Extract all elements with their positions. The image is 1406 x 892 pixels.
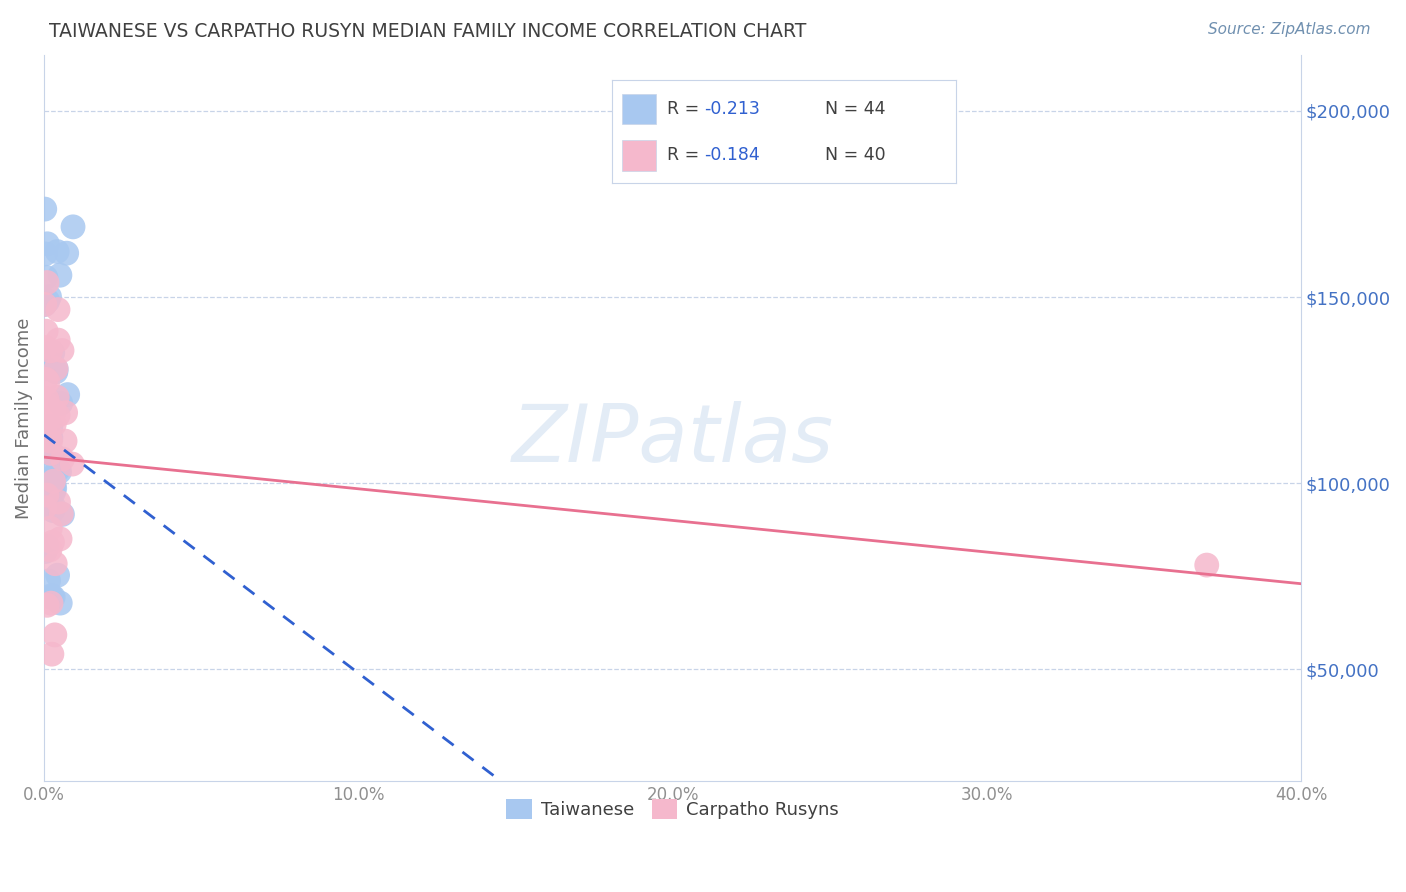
Point: [34, 341, 56, 355]
Point: [41, 591, 63, 605]
Text: Source: ZipAtlas.com: Source: ZipAtlas.com: [1208, 22, 1371, 37]
Point: [45, 365, 67, 379]
Point: [49, 596, 72, 610]
Point: [44, 628, 66, 642]
Point: [35, 372, 58, 386]
Point: [46, 409, 69, 423]
Point: [39, 446, 62, 460]
Point: [39, 542, 62, 557]
Point: [51, 452, 73, 467]
Point: [39, 431, 62, 445]
Text: N = 40: N = 40: [825, 146, 886, 164]
Point: [42, 485, 65, 500]
Point: [41, 483, 63, 498]
Point: [35, 483, 58, 497]
Point: [38, 424, 60, 438]
Point: [44, 449, 66, 463]
Point: [55, 406, 77, 420]
Point: [53, 434, 76, 448]
Point: [34, 297, 56, 311]
Point: [42, 499, 65, 513]
Point: [35, 324, 58, 338]
Point: [34, 359, 56, 373]
Text: TAIWANESE VS CARPATHO RUSYN MEDIAN FAMILY INCOME CORRELATION CHART: TAIWANESE VS CARPATHO RUSYN MEDIAN FAMIL…: [49, 22, 807, 41]
Text: -0.213: -0.213: [704, 100, 761, 118]
Point: [49, 532, 72, 546]
Point: [41, 647, 63, 661]
Point: [34, 202, 56, 216]
Point: [46, 302, 69, 317]
Point: [45, 362, 67, 376]
Point: [44, 417, 66, 432]
Point: [34, 297, 56, 311]
Point: [42, 404, 65, 418]
Point: [35, 398, 58, 412]
Point: [55, 246, 77, 260]
Point: [35, 488, 58, 502]
Point: [34, 247, 56, 261]
Point: [39, 521, 62, 535]
Point: [39, 473, 62, 487]
Point: [37, 599, 59, 613]
Point: [35, 270, 58, 285]
Point: [62, 219, 84, 234]
Text: ZIPatlas: ZIPatlas: [512, 401, 834, 479]
Point: [37, 293, 59, 308]
Point: [41, 535, 63, 549]
Point: [39, 589, 62, 603]
Bar: [621, 94, 657, 124]
Point: [51, 343, 73, 358]
Y-axis label: Median Family Income: Median Family Income: [15, 318, 32, 519]
Point: [46, 462, 69, 476]
Point: [60, 457, 83, 471]
Point: [39, 434, 62, 449]
Point: [42, 474, 65, 488]
Point: [37, 435, 59, 450]
Bar: [621, 140, 657, 170]
Point: [46, 390, 69, 404]
Legend: Taiwanese, Carpatho Rusyns: Taiwanese, Carpatho Rusyns: [499, 792, 846, 826]
Point: [35, 392, 58, 407]
Point: [46, 568, 69, 582]
Point: [49, 268, 72, 283]
Point: [39, 596, 62, 610]
Point: [42, 346, 65, 360]
Point: [34, 460, 56, 475]
Point: [1195, 558, 1218, 573]
Point: [38, 471, 60, 485]
Point: [37, 236, 59, 251]
Point: [34, 361, 56, 376]
Point: [42, 590, 65, 604]
Point: [51, 508, 73, 522]
Point: [35, 446, 58, 460]
Point: [34, 500, 56, 515]
Point: [34, 544, 56, 558]
Text: R =: R =: [666, 100, 704, 118]
Point: [39, 343, 62, 358]
Point: [35, 539, 58, 553]
Point: [35, 276, 58, 290]
Point: [46, 333, 69, 347]
Point: [39, 419, 62, 434]
Point: [44, 557, 66, 571]
Point: [44, 482, 66, 496]
Point: [49, 396, 72, 410]
Point: [48, 495, 70, 509]
Point: [34, 419, 56, 434]
Point: [48, 465, 70, 479]
Point: [45, 361, 67, 376]
Text: N = 44: N = 44: [825, 100, 886, 118]
Point: [56, 387, 79, 401]
Point: [42, 503, 65, 517]
Point: [38, 574, 60, 588]
Point: [38, 290, 60, 304]
Point: [46, 244, 69, 259]
Point: [37, 375, 59, 389]
Point: [42, 477, 65, 491]
Text: R =: R =: [666, 146, 704, 164]
Text: -0.184: -0.184: [704, 146, 761, 164]
Point: [51, 507, 73, 521]
